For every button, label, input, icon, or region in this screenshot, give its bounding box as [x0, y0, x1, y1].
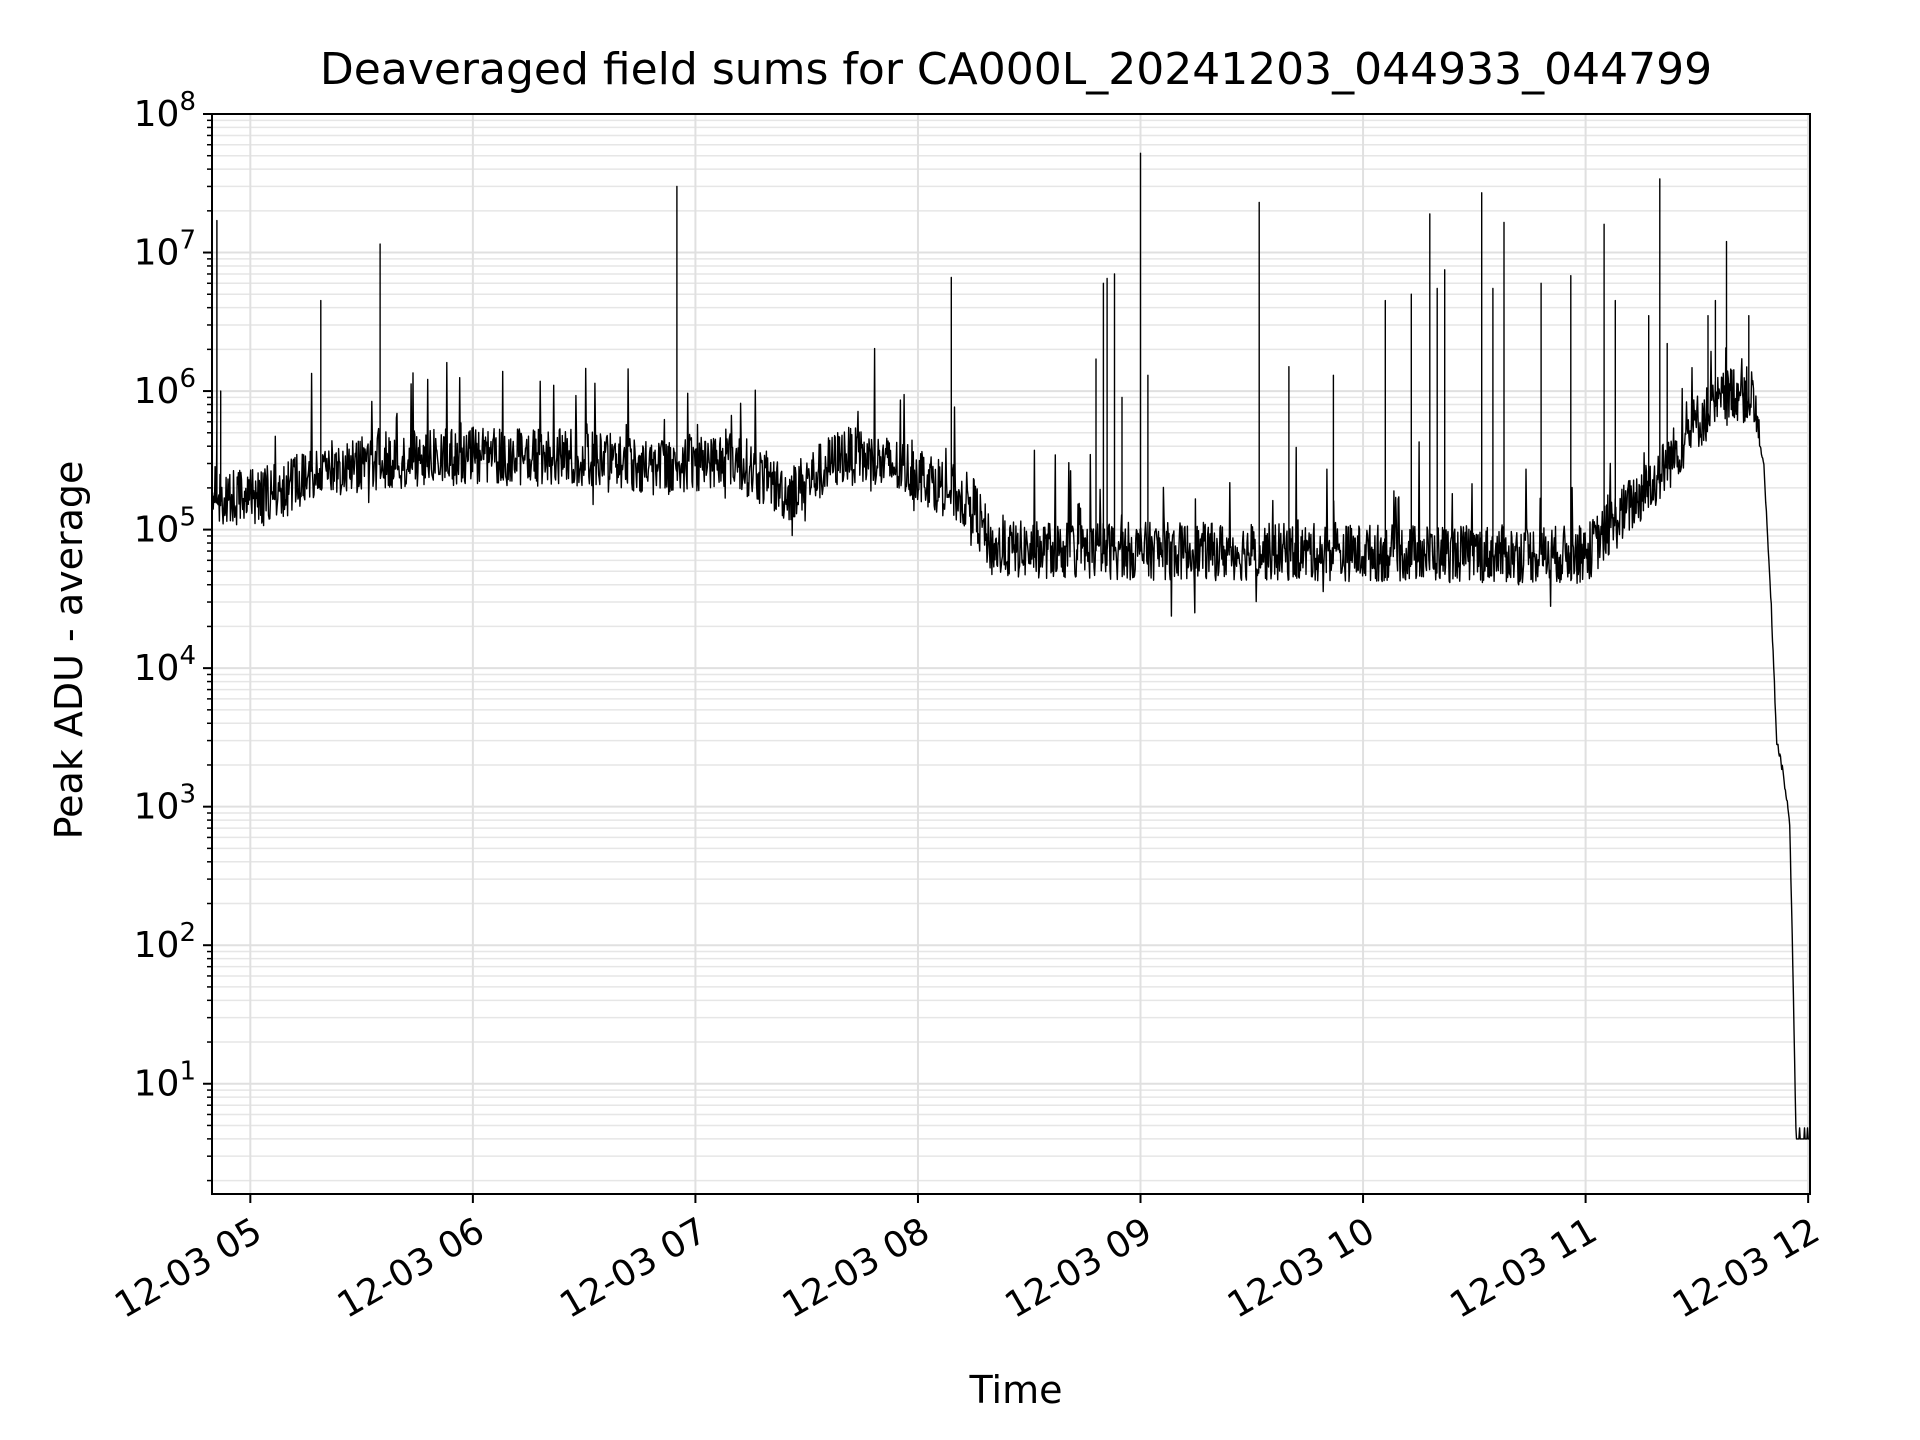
- y-tick-label: 101: [134, 1057, 196, 1105]
- y-axis-label: Peak ADU - average: [47, 461, 91, 840]
- y-tick-label: 102: [134, 918, 196, 966]
- x-axis-label: Time: [969, 1368, 1063, 1412]
- y-tick-label: 105: [134, 503, 196, 551]
- series-layer: [211, 152, 1811, 1140]
- plot-frame: [211, 113, 1811, 1195]
- series-line: [211, 152, 1811, 1140]
- y-tick-label: 104: [134, 641, 196, 689]
- y-tick-label: 107: [134, 226, 196, 274]
- y-tick-label: 108: [134, 87, 196, 135]
- y-tick-label: 106: [134, 364, 196, 412]
- y-tick-label: 103: [134, 780, 196, 828]
- chart-title: Deaveraged field sums for CA000L_2024120…: [320, 44, 1712, 95]
